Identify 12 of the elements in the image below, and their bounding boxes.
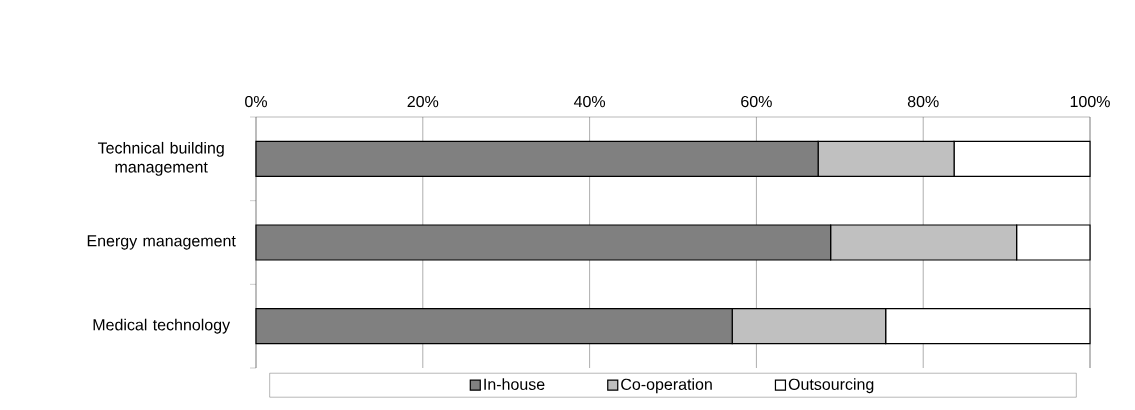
legend-label: Outsourcing <box>788 378 874 394</box>
x-tick-label: 40% <box>573 95 606 108</box>
legend-label: Co-operation <box>621 378 712 394</box>
y-tick-label: Technical building management <box>97 141 224 176</box>
x-tick-label: 0% <box>245 95 267 108</box>
y-tick-label: Medical technology <box>93 318 231 334</box>
x-tick-label: 20% <box>407 95 439 108</box>
x-tick-label: 80% <box>907 95 939 108</box>
x-tick-label: 100% <box>1070 95 1110 108</box>
legend-label: In-house <box>484 378 545 390</box>
x-tick-label: 60% <box>741 95 772 108</box>
y-tick-label: Energy management <box>87 235 236 250</box>
